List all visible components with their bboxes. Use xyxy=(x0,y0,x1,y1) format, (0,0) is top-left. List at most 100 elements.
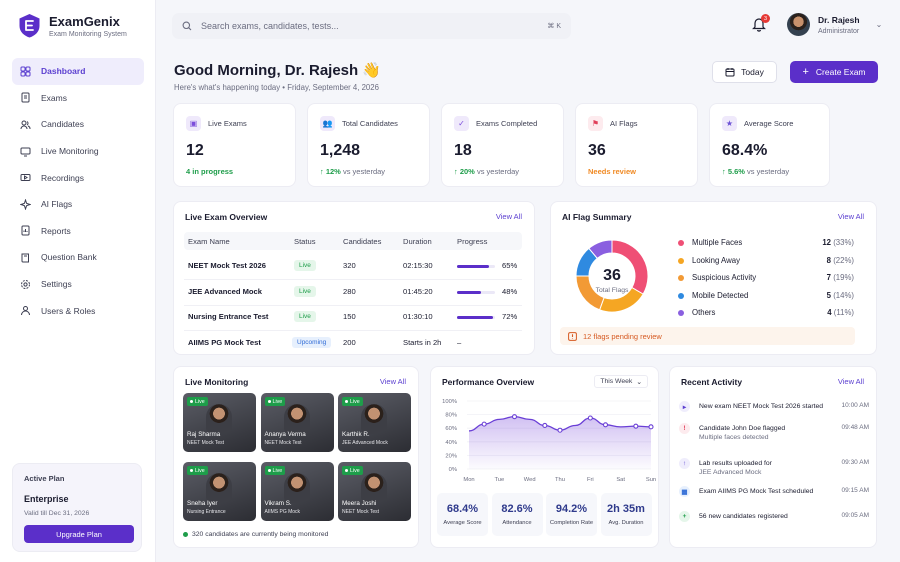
recent-activity-card: Recent Activity View All ▸ New exam NEET … xyxy=(669,366,877,548)
donut-slice-multiple-faces[interactable] xyxy=(611,239,649,295)
sidebar-item-settings[interactable]: Settings xyxy=(12,271,144,298)
activity-text: Exam AIIMS PG Mock Test scheduled xyxy=(699,487,827,496)
activity-item[interactable]: ▦ Exam AIIMS PG Mock Test scheduled 09:15 … xyxy=(679,486,869,510)
app-logo[interactable]: ExamGenix Exam Monitoring System xyxy=(18,13,127,38)
notifications-button[interactable]: 3 xyxy=(752,14,770,34)
kpi-value: 12 xyxy=(186,142,204,159)
donut-slice-suspicious-activity[interactable] xyxy=(575,275,605,311)
live-monitoring-view-all-link[interactable]: View All xyxy=(379,377,406,386)
data-point[interactable] xyxy=(587,415,593,421)
live-badge-label: Live xyxy=(195,398,205,405)
today-button-label: Today xyxy=(741,67,764,77)
sidebar-item-exams[interactable]: Exams xyxy=(12,85,144,112)
sidebar-item-label: Question Bank xyxy=(41,252,97,263)
exam-name: JEE Advanced Mock xyxy=(188,286,262,296)
live-video-tile[interactable]: Live Vikram S. AIIMS PG Mock xyxy=(260,462,334,521)
data-point[interactable] xyxy=(511,414,518,420)
sidebar-item-users-roles[interactable]: Users & Roles xyxy=(12,297,144,324)
row-divider xyxy=(184,279,522,280)
live-badge: Live xyxy=(187,397,208,406)
activity-text: 56 new candidates registered xyxy=(699,512,827,521)
data-point[interactable] xyxy=(542,422,548,429)
candidate-name: Meera Joshi xyxy=(342,500,377,507)
live-video-tile[interactable]: Live Ananya Verma NEET Mock Test xyxy=(260,393,334,452)
activity-title: 56 new candidates registered xyxy=(699,513,788,520)
sidebar-item-live-monitoring[interactable]: Live Monitoring xyxy=(12,138,144,165)
sidebar-item-dashboard[interactable]: Dashboard xyxy=(12,58,144,85)
activity-item[interactable]: ↑ Lab results uploaded for JEE Advanced Mo… xyxy=(679,458,869,482)
sidebar-item-ai-flags[interactable]: AI Flags xyxy=(12,191,144,218)
kpi-card-average-score[interactable]: ★ Average Score 68.4% ↑ 5.6% vs yesterday xyxy=(709,103,830,187)
today-button[interactable]: Today xyxy=(712,61,777,83)
table-row[interactable]: Nursing Entrance Test Live 150 01:30:10 72% xyxy=(174,305,536,330)
create-exam-label: Create Exam xyxy=(815,67,866,77)
legend-item[interactable]: Suspicious Activity 7 (19%) xyxy=(678,273,854,285)
live-video-tile[interactable]: Live Meera Joshi NEET Mock Test xyxy=(338,462,411,521)
live-video-tile[interactable]: Live Sneha Iyer Nursing Entrance xyxy=(183,462,256,521)
live-video-tile[interactable]: Live Raj Sharma NEET Mock Test xyxy=(183,393,256,452)
kpi-value: 68.4% xyxy=(722,142,768,159)
legend-item[interactable]: Multiple Faces 12 (33%) xyxy=(678,238,854,250)
upgrade-plan-button[interactable]: Upgrade Plan xyxy=(24,525,134,543)
sidebar-item-question-bank[interactable]: Question Bank xyxy=(12,244,144,271)
table-row[interactable]: JEE Advanced Mock Live 280 01:45:20 48% xyxy=(174,280,536,305)
activity-item[interactable]: ! Candidate John Doe flagged Multiple face… xyxy=(679,423,869,447)
donut-slice-looking-away[interactable] xyxy=(599,286,644,313)
data-point[interactable] xyxy=(481,421,487,427)
kpi-card-exams-completed[interactable]: ✓ Exams Completed 18 ↑ 20% vs yesterday xyxy=(441,103,564,187)
plan-name: Enterprise xyxy=(24,494,69,504)
table-header: Exam Name Status Candidates Duration Pro… xyxy=(184,232,522,250)
recent-activity-view-all-link[interactable]: View All xyxy=(837,377,864,386)
activity-subtitle: JEE Advanced Mock xyxy=(699,469,762,477)
sidebar-item-recordings[interactable]: Recordings xyxy=(12,164,144,191)
progress-bar xyxy=(457,265,495,268)
x-tick-label: Sun xyxy=(646,477,656,483)
sidebar-item-candidates[interactable]: Candidates xyxy=(12,111,144,138)
create-exam-button[interactable]: + Create Exam xyxy=(790,61,878,83)
kpi-card-live-exams[interactable]: ▣ Live Exams 12 4 in progress xyxy=(173,103,296,187)
data-point[interactable] xyxy=(602,422,609,428)
legend-name: Suspicious Activity xyxy=(692,273,757,282)
performance-overview-card: Performance Overview This Week ⌄ 100% 80% 6… xyxy=(430,366,659,548)
legend-item[interactable]: Looking Away 8 (22%) xyxy=(678,256,854,268)
donut-slice-mobile-detected[interactable] xyxy=(575,247,598,277)
plus-icon: + xyxy=(802,66,809,78)
kpi-label: Total Candidates xyxy=(342,119,398,128)
flag-icon: ⚑ xyxy=(588,116,603,131)
live-video-tile[interactable]: Live Karthik R. JEE Advanced Mock xyxy=(338,393,411,452)
user-profile-menu[interactable]: Dr. Rajesh Administrator ⌄ xyxy=(787,13,882,36)
live-exam-view-all-link[interactable]: View All xyxy=(495,212,522,221)
metric-label: Avg. Duration xyxy=(608,520,644,526)
gear-icon xyxy=(20,279,31,290)
data-point[interactable] xyxy=(648,424,654,430)
table-row[interactable]: AIIMS PG Mock Test Upcoming 200 Starts in 2… xyxy=(174,331,536,356)
sidebar-item-reports[interactable]: Reports xyxy=(12,218,144,245)
activity-item[interactable]: +56 new candidates registered 09:05 AM xyxy=(679,511,869,535)
pending-review-banner[interactable]: 12 flags pending review xyxy=(560,327,855,345)
ai-flags-view-all-link[interactable]: View All xyxy=(837,212,864,221)
legend-percent: (11%) xyxy=(833,308,854,317)
kpi-card-total-candidates[interactable]: 👥 Total Candidates 1,248 ↑ 12% vs yesterday xyxy=(307,103,430,187)
app-tagline: Exam Monitoring System xyxy=(49,30,127,38)
kpi-value: 18 xyxy=(454,142,472,159)
search-input[interactable]: Search exams, candidates, tests... xyxy=(201,21,339,31)
y-tick-label: 40% xyxy=(445,440,457,446)
metric-value: 2h 35m xyxy=(607,503,645,515)
candidates-count: 200 xyxy=(343,337,356,347)
table-row[interactable]: NEET Mock Test 2026 Live 320 02:15:30 65% xyxy=(174,254,536,279)
activity-item[interactable]: ▸ New exam NEET Mock Test 2026 started 10:… xyxy=(679,401,869,425)
legend-item[interactable]: Others 4 (11%) xyxy=(678,308,854,320)
activity-title: Candidate John Doe flagged xyxy=(699,425,786,432)
kpi-card-ai-flags[interactable]: ⚑ AI Flags 36 Needs review xyxy=(575,103,698,187)
exam-duration: 02:15:30 xyxy=(403,261,433,270)
donut-total-label: Total Flags xyxy=(596,287,629,294)
candidates-icon: 👥 xyxy=(320,116,335,131)
data-point[interactable] xyxy=(557,427,563,433)
calendar-icon xyxy=(725,68,735,77)
search-bar[interactable]: Search exams, candidates, tests... ⌘ K xyxy=(172,13,571,39)
data-point[interactable] xyxy=(633,423,639,429)
check-icon: ✓ xyxy=(454,116,469,131)
activity-title: Exam AIIMS PG Mock Test scheduled xyxy=(699,488,814,495)
range-select[interactable]: This Week ⌄ xyxy=(594,375,648,388)
legend-item[interactable]: Mobile Detected 5 (14%) xyxy=(678,291,854,303)
